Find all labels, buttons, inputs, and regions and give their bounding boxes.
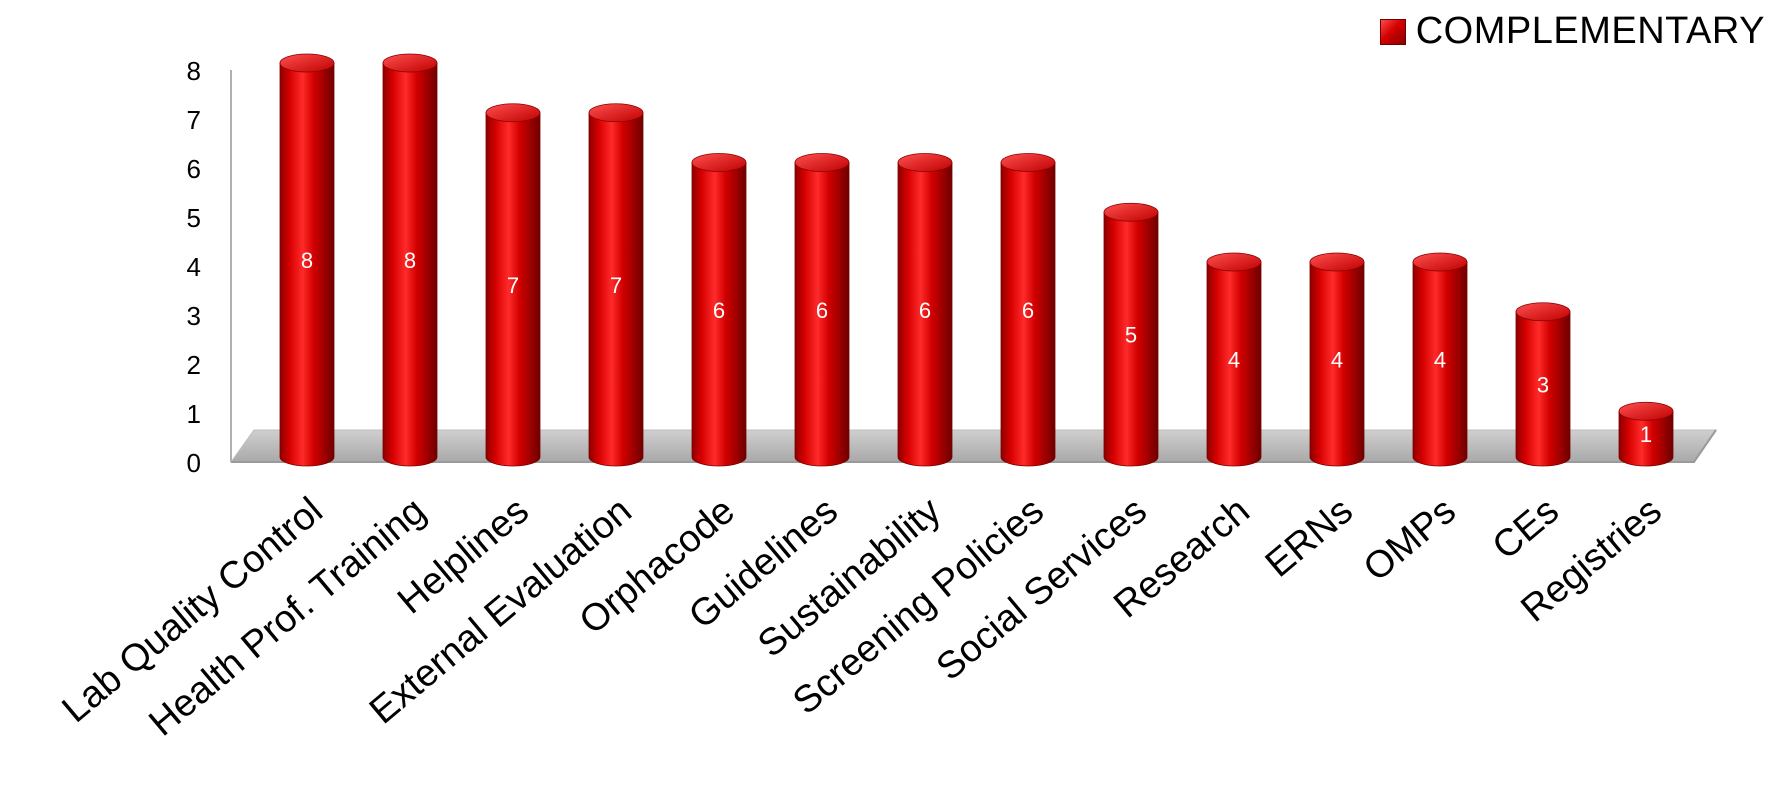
- data-labels: 8 8 7 7 6 6 6 6 5 4 4 4 3 1: [301, 248, 1652, 447]
- data-label: 4: [1228, 348, 1240, 373]
- legend-swatch: [1379, 18, 1406, 45]
- y-axis: 0 1 2 3 4 5 6 7 8: [187, 56, 232, 478]
- y-tick-label: 2: [187, 350, 201, 380]
- bar: [1000, 153, 1056, 467]
- bar: [1515, 302, 1571, 467]
- data-label: 5: [1125, 323, 1137, 348]
- bar: [382, 53, 438, 467]
- data-label: 6: [1022, 298, 1034, 323]
- bar: [485, 103, 541, 467]
- y-tick-label: 3: [187, 301, 201, 331]
- y-tick-label: 8: [187, 56, 201, 86]
- data-label: 8: [301, 248, 313, 273]
- data-label: 7: [507, 273, 519, 298]
- bar: [1618, 401, 1674, 467]
- bar: [1206, 252, 1262, 467]
- bars: [279, 53, 1674, 467]
- data-label: 4: [1331, 348, 1343, 373]
- bar: [588, 103, 644, 467]
- y-tick-label: 5: [187, 203, 201, 233]
- data-label: 6: [919, 298, 931, 323]
- chart-floor: [230, 429, 1717, 463]
- y-tick-label: 7: [187, 105, 201, 135]
- bar: [897, 153, 953, 467]
- bar: [1309, 252, 1365, 467]
- data-label: 6: [713, 298, 725, 323]
- y-tick-label: 0: [187, 448, 201, 478]
- legend-label: COMPLEMENTARY: [1415, 10, 1765, 52]
- data-label: 1: [1640, 422, 1652, 447]
- data-label: 8: [404, 248, 416, 273]
- y-tick-label: 1: [187, 399, 201, 429]
- data-label: 6: [816, 298, 828, 323]
- x-tick-label: ERNs: [1258, 490, 1361, 586]
- legend: COMPLEMENTARY: [1379, 10, 1765, 53]
- bar: [794, 153, 850, 467]
- x-tick-label: CEs: [1485, 490, 1567, 568]
- bar: [279, 53, 335, 467]
- bar: [1103, 202, 1159, 467]
- data-label: 7: [610, 273, 622, 298]
- y-tick-label: 6: [187, 154, 201, 184]
- x-tick-label: OMPs: [1356, 490, 1464, 590]
- data-label: 4: [1434, 348, 1446, 373]
- y-tick-label: 4: [187, 252, 201, 282]
- bar: [1412, 252, 1468, 467]
- data-label: 3: [1537, 372, 1549, 397]
- bar: [691, 153, 747, 467]
